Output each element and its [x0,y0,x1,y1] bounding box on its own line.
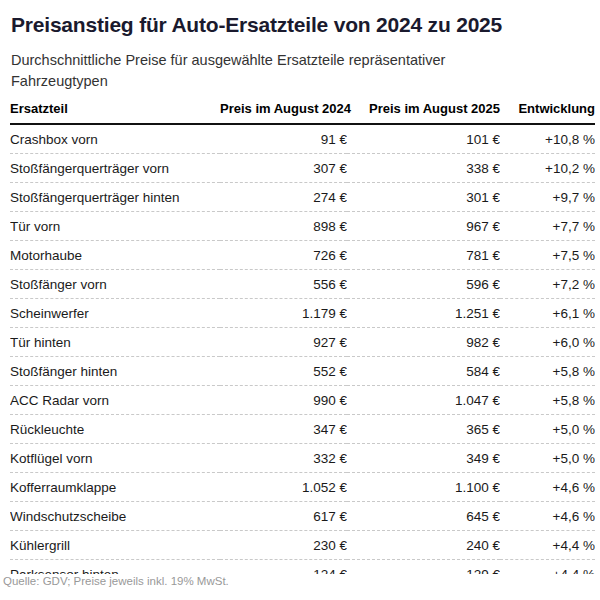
table-row: Rückleuchte 347 € 365 € +5,0 % [10,415,595,444]
change-cell: +5,0 % [500,444,595,473]
price-2024-cell: 347 € [220,415,347,444]
part-name-cell: Kofferraumklappe [10,473,220,502]
price-2024-cell: 990 € [220,386,347,415]
table-row: Stoßfänger vorn 556 € 596 € +7,2 % [10,270,595,299]
column-header-preis-august-2024: Preis im August 2024 [220,96,347,124]
price-2024-cell: 726 € [220,241,347,270]
price-2025-cell: 349 € [347,444,500,473]
price-2025-cell: 338 € [347,154,500,183]
price-2025-cell: 129 € [347,560,500,575]
change-cell: +4,4 % [500,560,595,575]
table-row: Tür vorn 898 € 967 € +7,7 % [10,212,595,241]
price-2025-cell: 645 € [347,502,500,531]
table-row: Kotflügel vorn 332 € 349 € +5,0 % [10,444,595,473]
part-name-cell: Rückleuchte [10,415,220,444]
price-2024-cell: 898 € [220,212,347,241]
price-2024-cell: 124 € [220,560,347,575]
change-cell: +5,8 % [500,357,595,386]
table-row: Tür hinten 927 € 982 € +6,0 % [10,328,595,357]
part-name-cell: Stoßfänger vorn [10,270,220,299]
part-name-cell: Windschutzscheibe [10,502,220,531]
price-2024-cell: 927 € [220,328,347,357]
price-2024-cell: 230 € [220,531,347,560]
change-cell: +5,8 % [500,386,595,415]
parts-price-table: Ersatzteil Preis im August 2024 Preis im… [10,96,595,574]
price-2024-cell: 274 € [220,183,347,212]
table-row: Scheinwerfer 1.179 € 1.251 € +6,1 % [10,299,595,328]
table-clip-region: Ersatzteil Preis im August 2024 Preis im… [10,96,595,574]
change-cell: +5,0 % [500,415,595,444]
change-cell: +10,8 % [500,124,595,154]
part-name-cell: Stoßfängerquerträger hinten [10,183,220,212]
price-2025-cell: 365 € [347,415,500,444]
table-row: Crashbox vorn 91 € 101 € +10,8 % [10,124,595,154]
table-row: Kofferraumklappe 1.052 € 1.100 € +4,6 % [10,473,595,502]
table-row: Stoßfänger hinten 552 € 584 € +5,8 % [10,357,595,386]
chart-container: Preisanstieg für Auto-Ersatzteile von 20… [0,0,600,600]
change-cell: +7,2 % [500,270,595,299]
price-2024-cell: 617 € [220,502,347,531]
part-name-cell: Stoßfänger hinten [10,357,220,386]
part-name-cell: Tür vorn [10,212,220,241]
table-row: Stoßfängerquerträger vorn 307 € 338 € +1… [10,154,595,183]
change-cell: +4,6 % [500,473,595,502]
change-cell: +7,5 % [500,241,595,270]
change-cell: +9,7 % [500,183,595,212]
page-title: Preisanstieg für Auto-Ersatzteile von 20… [11,12,590,38]
change-cell: +10,2 % [500,154,595,183]
price-2025-cell: 967 € [347,212,500,241]
table-body: Crashbox vorn 91 € 101 € +10,8 % Stoßfän… [10,124,595,574]
price-2025-cell: 1.047 € [347,386,500,415]
change-cell: +4,4 % [500,531,595,560]
column-header-preis-august-2025: Preis im August 2025 [347,96,500,124]
price-2024-cell: 556 € [220,270,347,299]
price-2024-cell: 91 € [220,124,347,154]
price-2024-cell: 332 € [220,444,347,473]
part-name-cell: Crashbox vorn [10,124,220,154]
column-header-entwicklung: Entwicklung [500,96,595,124]
price-2024-cell: 307 € [220,154,347,183]
price-2024-cell: 552 € [220,357,347,386]
price-2025-cell: 240 € [347,531,500,560]
price-2025-cell: 584 € [347,357,500,386]
part-name-cell: Scheinwerfer [10,299,220,328]
table-header-row: Ersatzteil Preis im August 2024 Preis im… [10,96,595,124]
part-name-cell: Parksensor hinten [10,560,220,575]
table-row: Motorhaube 726 € 781 € +7,5 % [10,241,595,270]
part-name-cell: Motorhaube [10,241,220,270]
price-2025-cell: 781 € [347,241,500,270]
part-name-cell: Kühlergrill [10,531,220,560]
price-2025-cell: 982 € [347,328,500,357]
column-header-ersatzteil: Ersatzteil [10,96,220,124]
part-name-cell: Kotflügel vorn [10,444,220,473]
price-2024-cell: 1.179 € [220,299,347,328]
page-subtitle: Durchschnittliche Preise für ausgewählte… [11,50,511,92]
part-name-cell: Tür hinten [10,328,220,357]
price-2025-cell: 596 € [347,270,500,299]
price-2025-cell: 1.251 € [347,299,500,328]
price-2025-cell: 1.100 € [347,473,500,502]
price-2025-cell: 301 € [347,183,500,212]
source-note: Quelle: GDV; Preise jeweils inkl. 19% Mw… [3,574,235,588]
table-row: Stoßfängerquerträger hinten 274 € 301 € … [10,183,595,212]
change-cell: +4,6 % [500,502,595,531]
change-cell: +6,0 % [500,328,595,357]
price-2024-cell: 1.052 € [220,473,347,502]
change-cell: +6,1 % [500,299,595,328]
table-row: Kühlergrill 230 € 240 € +4,4 % [10,531,595,560]
table-row: ACC Radar vorn 990 € 1.047 € +5,8 % [10,386,595,415]
table-row: Parksensor hinten 124 € 129 € +4,4 % [10,560,595,575]
table-row: Windschutzscheibe 617 € 645 € +4,6 % [10,502,595,531]
price-2025-cell: 101 € [347,124,500,154]
part-name-cell: Stoßfängerquerträger vorn [10,154,220,183]
change-cell: +7,7 % [500,212,595,241]
part-name-cell: ACC Radar vorn [10,386,220,415]
